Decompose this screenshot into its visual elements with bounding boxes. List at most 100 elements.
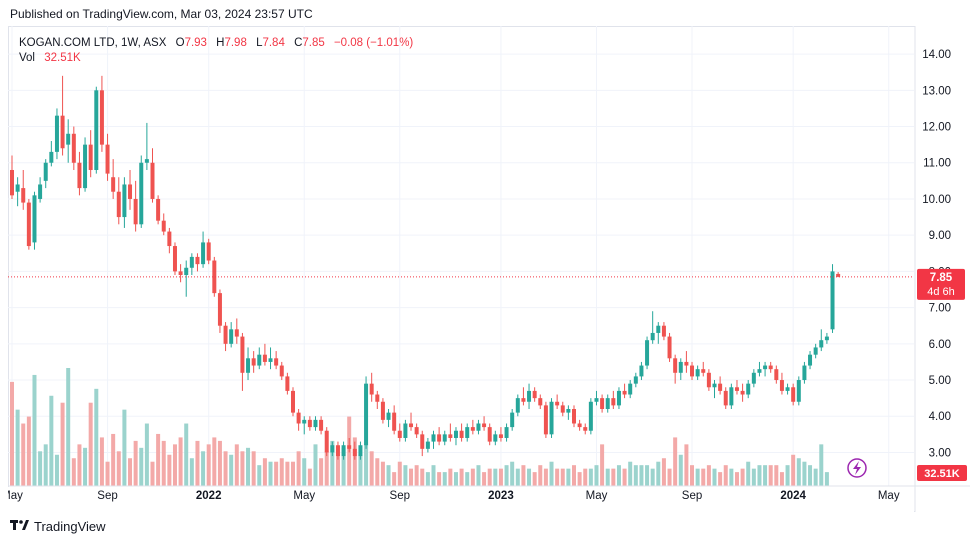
volume-bar: [105, 461, 110, 486]
candle: [577, 419, 582, 431]
candle-body: [223, 325, 228, 344]
candle: [268, 347, 273, 370]
candle: [88, 130, 93, 178]
candle-body: [251, 358, 256, 366]
volume-bar: [695, 468, 700, 486]
candle: [600, 394, 605, 413]
price-chart[interactable]: 3.004.005.006.007.008.009.0010.0011.0012…: [8, 26, 970, 512]
volume-bar: [128, 458, 133, 486]
candle-body: [543, 405, 548, 435]
volume-bar: [60, 402, 65, 486]
tradingview-logo-icon[interactable]: [10, 518, 30, 534]
candle-body: [217, 293, 222, 326]
candle: [380, 398, 385, 424]
candle: [189, 253, 194, 276]
volume-bar: [392, 472, 397, 486]
candle-body: [60, 115, 65, 149]
candle: [156, 195, 161, 225]
volume-bar: [414, 465, 419, 486]
candle: [538, 394, 543, 410]
candle-body: [94, 90, 99, 170]
bar-countdown: 4d 6h: [927, 286, 955, 298]
close-value: 7.85: [302, 37, 325, 49]
volume-bar: [189, 458, 194, 486]
volume-row: Vol 32.51K: [19, 51, 413, 66]
candle-body: [791, 387, 796, 402]
time-scale-background: [8, 487, 914, 512]
volume-bar: [26, 416, 31, 486]
candle: [673, 354, 678, 384]
candle: [116, 177, 121, 225]
candle-body: [746, 383, 751, 395]
volume-bar: [723, 465, 728, 486]
candle-body: [105, 144, 110, 174]
candle-body: [594, 398, 599, 402]
candle: [740, 383, 745, 402]
candle: [212, 256, 217, 297]
volume-bar: [99, 437, 104, 486]
candle-body: [498, 434, 503, 438]
volume-bar: [701, 468, 706, 486]
candle: [819, 329, 824, 352]
candle-body: [274, 358, 279, 366]
candle-body: [437, 434, 442, 442]
candle-body: [32, 195, 37, 243]
candle: [442, 430, 447, 446]
candle-body: [740, 390, 745, 395]
volume-bar: [673, 437, 678, 486]
footer-brand[interactable]: TradingView: [34, 518, 106, 534]
candle-body: [246, 358, 251, 373]
candle: [274, 351, 279, 370]
symbol-label[interactable]: KOGAN.COM LTD, 1W, ASX: [19, 37, 167, 49]
volume-label: Vol: [19, 52, 35, 64]
volume-bar: [628, 461, 633, 486]
candle: [515, 394, 520, 417]
volume-bar: [217, 440, 222, 486]
volume-bar: [684, 444, 689, 486]
candle-body: [560, 405, 565, 413]
volume-bar: [729, 468, 734, 486]
volume-bar: [10, 381, 14, 486]
volume-bar: [375, 458, 380, 486]
candle: [706, 369, 711, 391]
candle: [566, 405, 571, 420]
candle: [633, 372, 638, 388]
grid-lines: [8, 26, 914, 486]
volume-bar: [431, 465, 436, 486]
lightning-icon[interactable]: [847, 458, 867, 478]
volume-bar: [802, 461, 807, 486]
candle: [594, 390, 599, 406]
volume-bar: [566, 468, 571, 486]
candle-body: [712, 383, 717, 388]
candle: [296, 409, 301, 431]
candle: [678, 358, 683, 381]
candle-body: [133, 198, 138, 225]
volume-bar: [380, 461, 385, 486]
candlesticks: [10, 75, 841, 460]
candle-body: [572, 409, 576, 424]
volume-bar: [779, 472, 784, 486]
candle-body: [616, 390, 621, 406]
candle: [307, 416, 312, 431]
candle-body: [751, 372, 756, 384]
price-tick-label: 3.00: [929, 447, 951, 459]
candle: [695, 365, 700, 381]
candle-body: [302, 419, 307, 424]
candle: [650, 311, 655, 344]
candle-body: [453, 430, 458, 438]
candle: [611, 390, 616, 410]
candle: [768, 361, 773, 373]
candle-body: [167, 231, 172, 247]
volume-bar: [824, 472, 829, 486]
candle: [718, 376, 723, 395]
candle: [223, 322, 228, 352]
volume-bar: [650, 468, 655, 486]
volume-bar: [515, 468, 520, 486]
price-tick-label: 14.00: [922, 49, 951, 61]
volume-bar: [274, 461, 279, 486]
volume-bar: [622, 468, 627, 486]
candle: [774, 365, 779, 384]
candle: [521, 387, 526, 406]
time-tick-label: May: [8, 490, 23, 502]
volume-bar: [583, 468, 588, 486]
